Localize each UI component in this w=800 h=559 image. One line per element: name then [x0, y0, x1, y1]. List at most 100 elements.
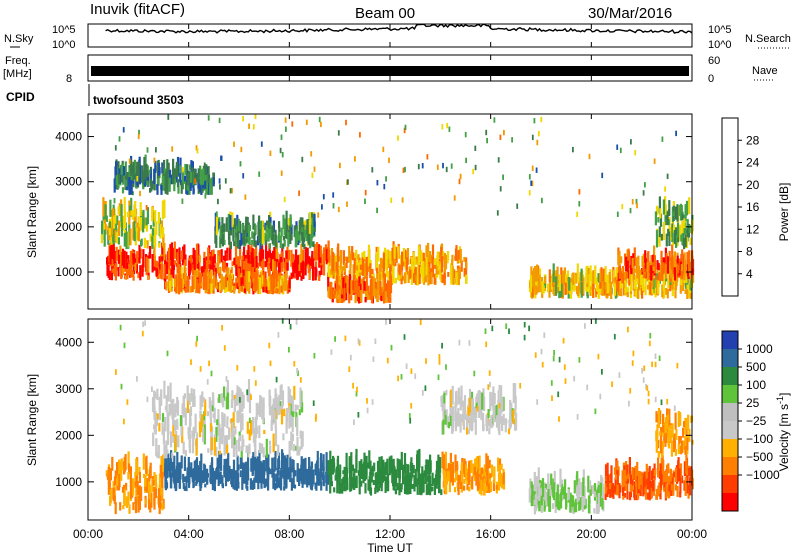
- velocity-cell: [427, 459, 430, 475]
- velocity-cell: [174, 403, 177, 418]
- power-cell: [261, 242, 264, 260]
- velocity-cell: [307, 472, 311, 486]
- power-cell: [391, 260, 394, 266]
- velocity-cell: [272, 471, 275, 488]
- power-cell: [665, 253, 668, 264]
- velocity-cell: [268, 399, 271, 416]
- velocity-cell: [154, 474, 158, 489]
- power-cell: [123, 166, 126, 176]
- velocity-cell: [348, 462, 352, 479]
- power-cell: [167, 247, 170, 260]
- power-cell: [145, 256, 148, 276]
- power-cell: [259, 240, 262, 249]
- velocity-cell: [149, 484, 152, 502]
- power-cell: [166, 177, 169, 195]
- velocity-cell: [475, 401, 478, 409]
- velocity-cell: [257, 404, 260, 416]
- power-cell: [242, 280, 245, 293]
- power-cell: [384, 283, 387, 292]
- power-cell: [667, 228, 670, 237]
- velocity-cell: [208, 360, 210, 367]
- power-cell: [426, 264, 429, 276]
- power-cell: [172, 247, 175, 264]
- velocity-cell: [258, 442, 261, 453]
- velocity-cell: [308, 460, 311, 470]
- velocity-cell: [277, 444, 280, 456]
- power-cell: [350, 280, 353, 296]
- power-cell: [660, 250, 663, 264]
- power-cell: [143, 169, 146, 187]
- power-cell: [556, 266, 559, 283]
- velocity-cell: [176, 418, 179, 430]
- power-cell: [641, 255, 644, 268]
- velocity-cell: [421, 390, 424, 396]
- velocity-cell: [165, 440, 168, 459]
- velocity-cell: [150, 492, 153, 508]
- velocity-cell: [455, 471, 458, 480]
- power-cell: [223, 223, 226, 232]
- velocity-cell: [480, 400, 483, 421]
- velocity-cell: [470, 415, 473, 421]
- velocity-cell: [492, 403, 495, 410]
- velocity-cell: [132, 502, 135, 511]
- power-cell: [404, 166, 406, 173]
- velocity-cell: [447, 464, 450, 477]
- velocity-cell: [676, 473, 679, 483]
- power-cell: [280, 285, 283, 293]
- velocity-cell: [565, 492, 568, 510]
- power-cell: [204, 171, 207, 183]
- power-cell: [115, 161, 118, 176]
- velocity-cell: [366, 407, 369, 414]
- power-cell: [219, 228, 222, 244]
- velocity-cell: [374, 338, 377, 345]
- power-cell: [446, 122, 449, 129]
- power-cell: [657, 283, 660, 295]
- power-cell: [284, 117, 287, 123]
- power-heatmap-panel: [100, 113, 695, 304]
- power-cell: [604, 266, 607, 282]
- velocity-cell: [419, 319, 422, 325]
- velocity-cell: [664, 423, 667, 434]
- velocity-cell: [299, 476, 302, 481]
- velocity-cell: [513, 418, 516, 425]
- velocity-cell: [120, 458, 123, 470]
- power-cell: [195, 257, 198, 275]
- velocity-cell: [295, 445, 298, 451]
- velocity-cell: [248, 393, 252, 414]
- power-cell: [251, 231, 254, 239]
- velocity-cell: [179, 463, 182, 480]
- power-cell: [182, 280, 185, 286]
- power-cell: [135, 226, 138, 240]
- power-cell: [301, 227, 304, 232]
- power-cell: [120, 222, 123, 237]
- velocity-cell: [492, 479, 495, 492]
- power-cell: [121, 187, 125, 194]
- power-cell: [103, 229, 106, 247]
- power-cell: [165, 171, 168, 177]
- velocity-cell: [342, 476, 345, 486]
- velocity-cell: [122, 505, 125, 510]
- power-cell: [279, 235, 282, 248]
- velocity-cell: [648, 483, 651, 501]
- power-cell: [147, 275, 150, 280]
- power-cell: [345, 261, 348, 268]
- velocity-cell: [232, 469, 235, 489]
- power-cell: [253, 249, 256, 267]
- velocity-cell: [398, 461, 402, 479]
- velocity-cell: [519, 382, 522, 389]
- velocity-cell: [217, 466, 220, 486]
- velocity-cell: [265, 455, 268, 472]
- velocity-cell: [509, 419, 512, 428]
- velocity-cell: [541, 361, 544, 368]
- power-cell: [269, 222, 272, 239]
- velocity-cell: [224, 468, 228, 487]
- velocity-cell: [239, 412, 242, 422]
- power-cell: [160, 220, 163, 233]
- velocity-cell: [138, 467, 141, 475]
- power-cell: [621, 272, 624, 284]
- power-cell: [369, 263, 372, 279]
- velocity-cell: [417, 467, 420, 486]
- power-cell: [117, 267, 120, 277]
- velocity-cell: [168, 463, 171, 470]
- velocity-cell: [463, 479, 466, 484]
